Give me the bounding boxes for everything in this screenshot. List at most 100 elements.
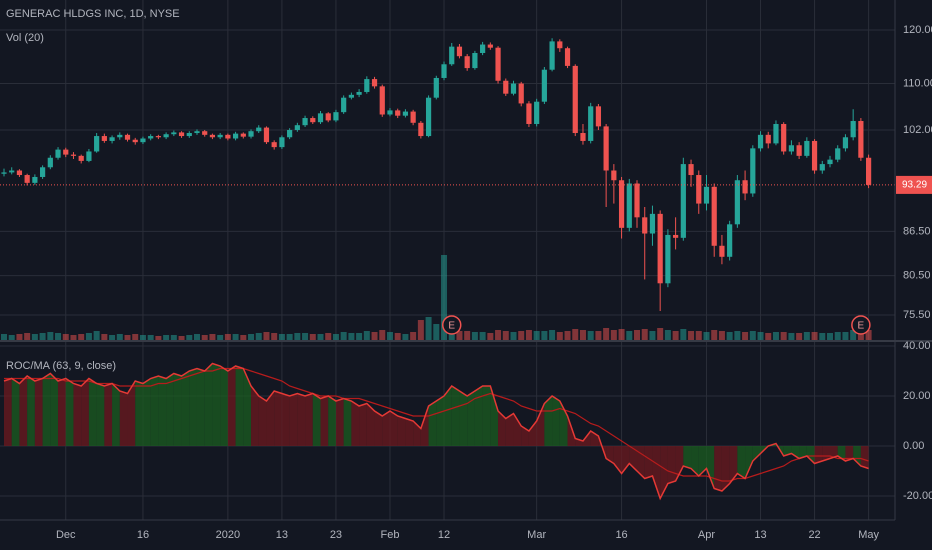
volume-bar xyxy=(695,331,702,340)
volume-bar xyxy=(109,335,116,340)
candle-body xyxy=(163,134,169,138)
volume-bar xyxy=(116,334,123,340)
y-tick-label: 86.50 xyxy=(903,225,931,237)
candle-body xyxy=(534,101,540,124)
roc-fill xyxy=(451,386,460,446)
candle-body xyxy=(371,79,378,87)
volume-bar xyxy=(641,329,648,340)
candle-body xyxy=(16,170,23,176)
candle-body xyxy=(402,111,409,116)
roc-fill xyxy=(88,378,97,446)
x-tick-label: 12 xyxy=(438,529,450,541)
roc-fill xyxy=(860,446,869,469)
volume-bar xyxy=(101,334,108,340)
roc-fill xyxy=(691,446,699,476)
volume-bar xyxy=(672,331,679,340)
volume-bar xyxy=(286,334,293,340)
volume-bar xyxy=(55,333,62,340)
candle-body xyxy=(503,80,509,94)
candle-body xyxy=(356,91,362,95)
roc-fill xyxy=(189,368,197,446)
candle-body xyxy=(526,103,532,124)
candle-body xyxy=(364,79,370,92)
volume-bar xyxy=(85,333,92,340)
candle-body xyxy=(379,86,385,115)
candle-body xyxy=(773,123,779,144)
candle-body xyxy=(541,69,547,102)
volume-bar xyxy=(132,334,139,340)
candle-body xyxy=(727,224,733,257)
roc-fill xyxy=(173,373,182,446)
volume-bar xyxy=(564,331,571,340)
x-tick-label: May xyxy=(858,529,879,541)
candle-body xyxy=(240,133,246,137)
candle-body xyxy=(788,145,795,152)
volume-bar xyxy=(93,331,100,340)
roc-fill xyxy=(698,446,707,476)
volume-bar xyxy=(726,332,733,340)
volume-bar xyxy=(579,330,586,340)
candle-body xyxy=(194,131,200,134)
roc-fill xyxy=(19,376,28,446)
volume-bar xyxy=(363,331,370,340)
candle-body xyxy=(549,41,555,70)
roc-fill xyxy=(4,378,12,446)
roc-fill xyxy=(135,381,143,446)
roc-fill xyxy=(822,446,831,461)
candle-body xyxy=(132,139,138,143)
candle-body xyxy=(433,77,439,98)
roc-fill xyxy=(552,396,560,446)
roc-fill xyxy=(112,383,120,446)
roc-fill xyxy=(459,391,468,446)
roc-fill xyxy=(328,396,336,446)
volume-bar xyxy=(317,334,324,340)
candle-body xyxy=(310,118,316,123)
x-tick-label: 16 xyxy=(137,529,149,541)
y-tick-label: 120.00 xyxy=(903,24,932,36)
volume-bar xyxy=(124,335,131,340)
roc-fill xyxy=(96,383,105,446)
candle-body xyxy=(70,154,77,156)
volume-bar xyxy=(31,334,38,340)
y-tick-label: 80.50 xyxy=(903,270,931,282)
volume-bar xyxy=(718,331,725,340)
volume-bar xyxy=(232,334,239,340)
candle-body xyxy=(217,134,223,138)
roc-fill xyxy=(305,393,313,446)
candle-body xyxy=(63,149,69,155)
candle-body xyxy=(456,46,463,57)
roc-fill xyxy=(81,378,89,446)
candle-body xyxy=(626,183,632,228)
candle-body xyxy=(480,44,486,53)
candle-body xyxy=(827,159,833,165)
roc-fill xyxy=(436,396,445,446)
roc-fill xyxy=(289,393,298,446)
volume-bar xyxy=(757,332,764,340)
y-tick-label: 20.00 xyxy=(903,390,931,402)
volume-bar xyxy=(495,330,502,340)
candle-body xyxy=(32,176,38,183)
volume-bar xyxy=(147,335,154,340)
volume-bar xyxy=(749,331,756,340)
volume-bar xyxy=(487,333,494,340)
roc-fill xyxy=(312,393,321,446)
earnings-marker xyxy=(441,315,462,335)
candle-body xyxy=(642,217,648,234)
volume-bar xyxy=(278,334,285,340)
candle-body xyxy=(495,47,501,81)
candle-body xyxy=(734,180,740,225)
indicator-title: ROC/MA (63, 9, close) xyxy=(6,360,116,372)
candle-body xyxy=(696,175,702,204)
roc-fill xyxy=(482,386,491,446)
volume-bar xyxy=(464,331,471,340)
roc-fill xyxy=(42,373,51,446)
candle-body xyxy=(78,155,84,161)
volume-bar xyxy=(664,330,671,340)
volume-bar xyxy=(224,334,231,340)
volume-bar xyxy=(549,330,556,340)
volume-bar xyxy=(865,330,872,340)
candle-body xyxy=(688,164,694,176)
roc-fill xyxy=(335,398,344,446)
candle-body xyxy=(572,65,578,134)
candle-body xyxy=(811,140,818,171)
